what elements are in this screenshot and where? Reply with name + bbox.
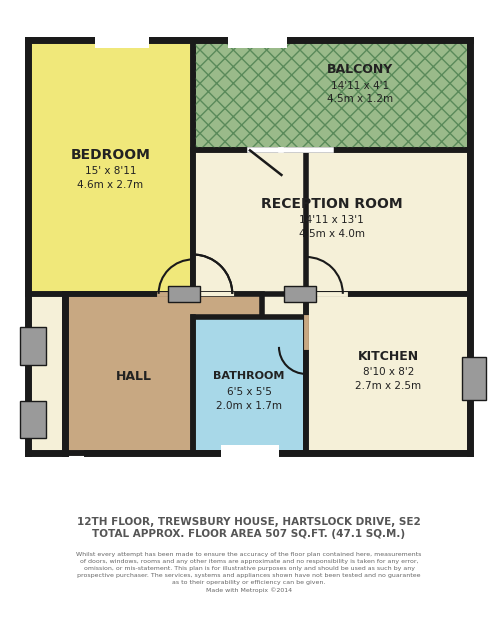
Bar xyxy=(193,40,470,150)
Bar xyxy=(168,286,200,301)
Bar xyxy=(28,40,470,453)
Bar xyxy=(229,33,287,48)
Text: 12TH FLOOR, TREWSBURY HOUSE, HARTSLOCK DRIVE, SE2: 12TH FLOOR, TREWSBURY HOUSE, HARTSLOCK D… xyxy=(77,516,421,527)
Text: 4.5m x 1.2m: 4.5m x 1.2m xyxy=(327,94,393,104)
Bar xyxy=(284,286,316,301)
Text: BEDROOM: BEDROOM xyxy=(71,148,150,163)
Bar xyxy=(20,327,46,365)
Bar xyxy=(20,401,46,438)
Text: 4.6m x 2.7m: 4.6m x 2.7m xyxy=(77,180,143,189)
Bar xyxy=(306,294,470,453)
Text: BATHROOM: BATHROOM xyxy=(213,371,285,381)
Text: BALCONY: BALCONY xyxy=(327,63,393,76)
Text: RECEPTION ROOM: RECEPTION ROOM xyxy=(261,197,402,211)
Text: 14'11 x 13'1: 14'11 x 13'1 xyxy=(299,215,364,225)
Bar xyxy=(462,356,486,400)
Text: 15' x 8'11: 15' x 8'11 xyxy=(85,166,136,176)
Text: 2.7m x 2.5m: 2.7m x 2.5m xyxy=(356,381,422,391)
Bar xyxy=(193,40,470,150)
Text: HALL: HALL xyxy=(116,370,152,383)
Text: 14'11 x 4'1: 14'11 x 4'1 xyxy=(331,81,389,90)
Text: TOTAL APPROX. FLOOR AREA 507 SQ.FT. (47.1 SQ.M.): TOTAL APPROX. FLOOR AREA 507 SQ.FT. (47.… xyxy=(93,529,405,540)
Bar xyxy=(65,294,262,453)
Bar xyxy=(193,150,470,294)
Text: 2.0m x 1.7m: 2.0m x 1.7m xyxy=(216,401,282,411)
Text: Whilst every attempt has been made to ensure the accuracy of the floor plan cont: Whilst every attempt has been made to en… xyxy=(76,552,422,593)
Text: 4.5m x 4.0m: 4.5m x 4.0m xyxy=(298,229,365,239)
Text: KITCHEN: KITCHEN xyxy=(358,350,419,364)
Bar xyxy=(193,317,306,453)
Text: 6'5 x 5'5: 6'5 x 5'5 xyxy=(227,387,271,397)
Bar xyxy=(95,33,149,48)
Bar xyxy=(221,445,279,461)
Bar xyxy=(28,40,193,294)
Text: 8'10 x 8'2: 8'10 x 8'2 xyxy=(363,367,414,378)
